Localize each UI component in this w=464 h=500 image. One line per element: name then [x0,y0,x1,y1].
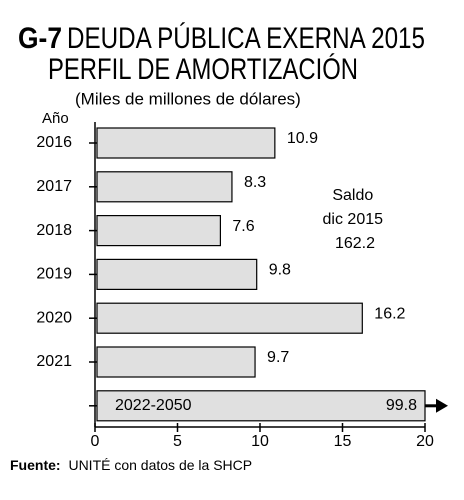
value-label: 10.9 [287,130,318,147]
annotation-line: Saldo [332,187,373,204]
bar [96,302,363,334]
source-text: UNITÉ con datos de la SHCP [68,457,252,473]
annotation: Saldo dic 2015 162.2 [323,187,388,252]
title-line: DEUDA PÚBLICA EXERNA 2015 [67,22,425,55]
value-label: 8.3 [244,174,266,191]
bar [96,127,276,159]
value-label: 16.2 [374,305,405,322]
bar [96,171,233,203]
source: Fuente: UNITÉ con datos de la SHCP [10,457,252,473]
value-label: 99.8 [386,397,417,414]
bar [96,258,258,290]
y-tick-label: 2016 [36,134,72,151]
y-tick-label: 2020 [36,309,72,326]
y-tick-label: 2021 [36,353,72,370]
bar [96,346,256,378]
x-tick-label: 5 [173,433,182,450]
x-tick-label: 10 [251,433,269,450]
source-label: Fuente: [10,457,61,473]
annotation-line: dic 2015 [323,211,384,228]
overflow-arrowhead [436,398,448,413]
category-label: 2022-2050 [115,397,192,414]
x-tick-label: 15 [334,433,352,450]
bar [96,215,222,247]
annotation-line: 162.2 [335,235,375,252]
y-tick-label: 2019 [36,266,72,283]
value-label: 9.7 [267,349,289,366]
chart-title: G-7 DEUDA PÚBLICA EXERNA 2015 [18,22,425,55]
figure-label: G-7 [18,22,62,55]
y-tick-label: 2018 [36,222,72,239]
y-tick-label: 2017 [36,178,72,195]
value-label: 9.8 [269,262,291,279]
value-label: 7.6 [232,218,254,235]
y-axis-label: Año [42,110,69,127]
x-tick-label: 20 [416,433,434,450]
title-line: PERFIL DE AMORTIZACIÓN [48,53,358,86]
x-tick-label: 0 [91,433,100,450]
subtitle: (Miles de millones de dólares) [75,89,301,108]
